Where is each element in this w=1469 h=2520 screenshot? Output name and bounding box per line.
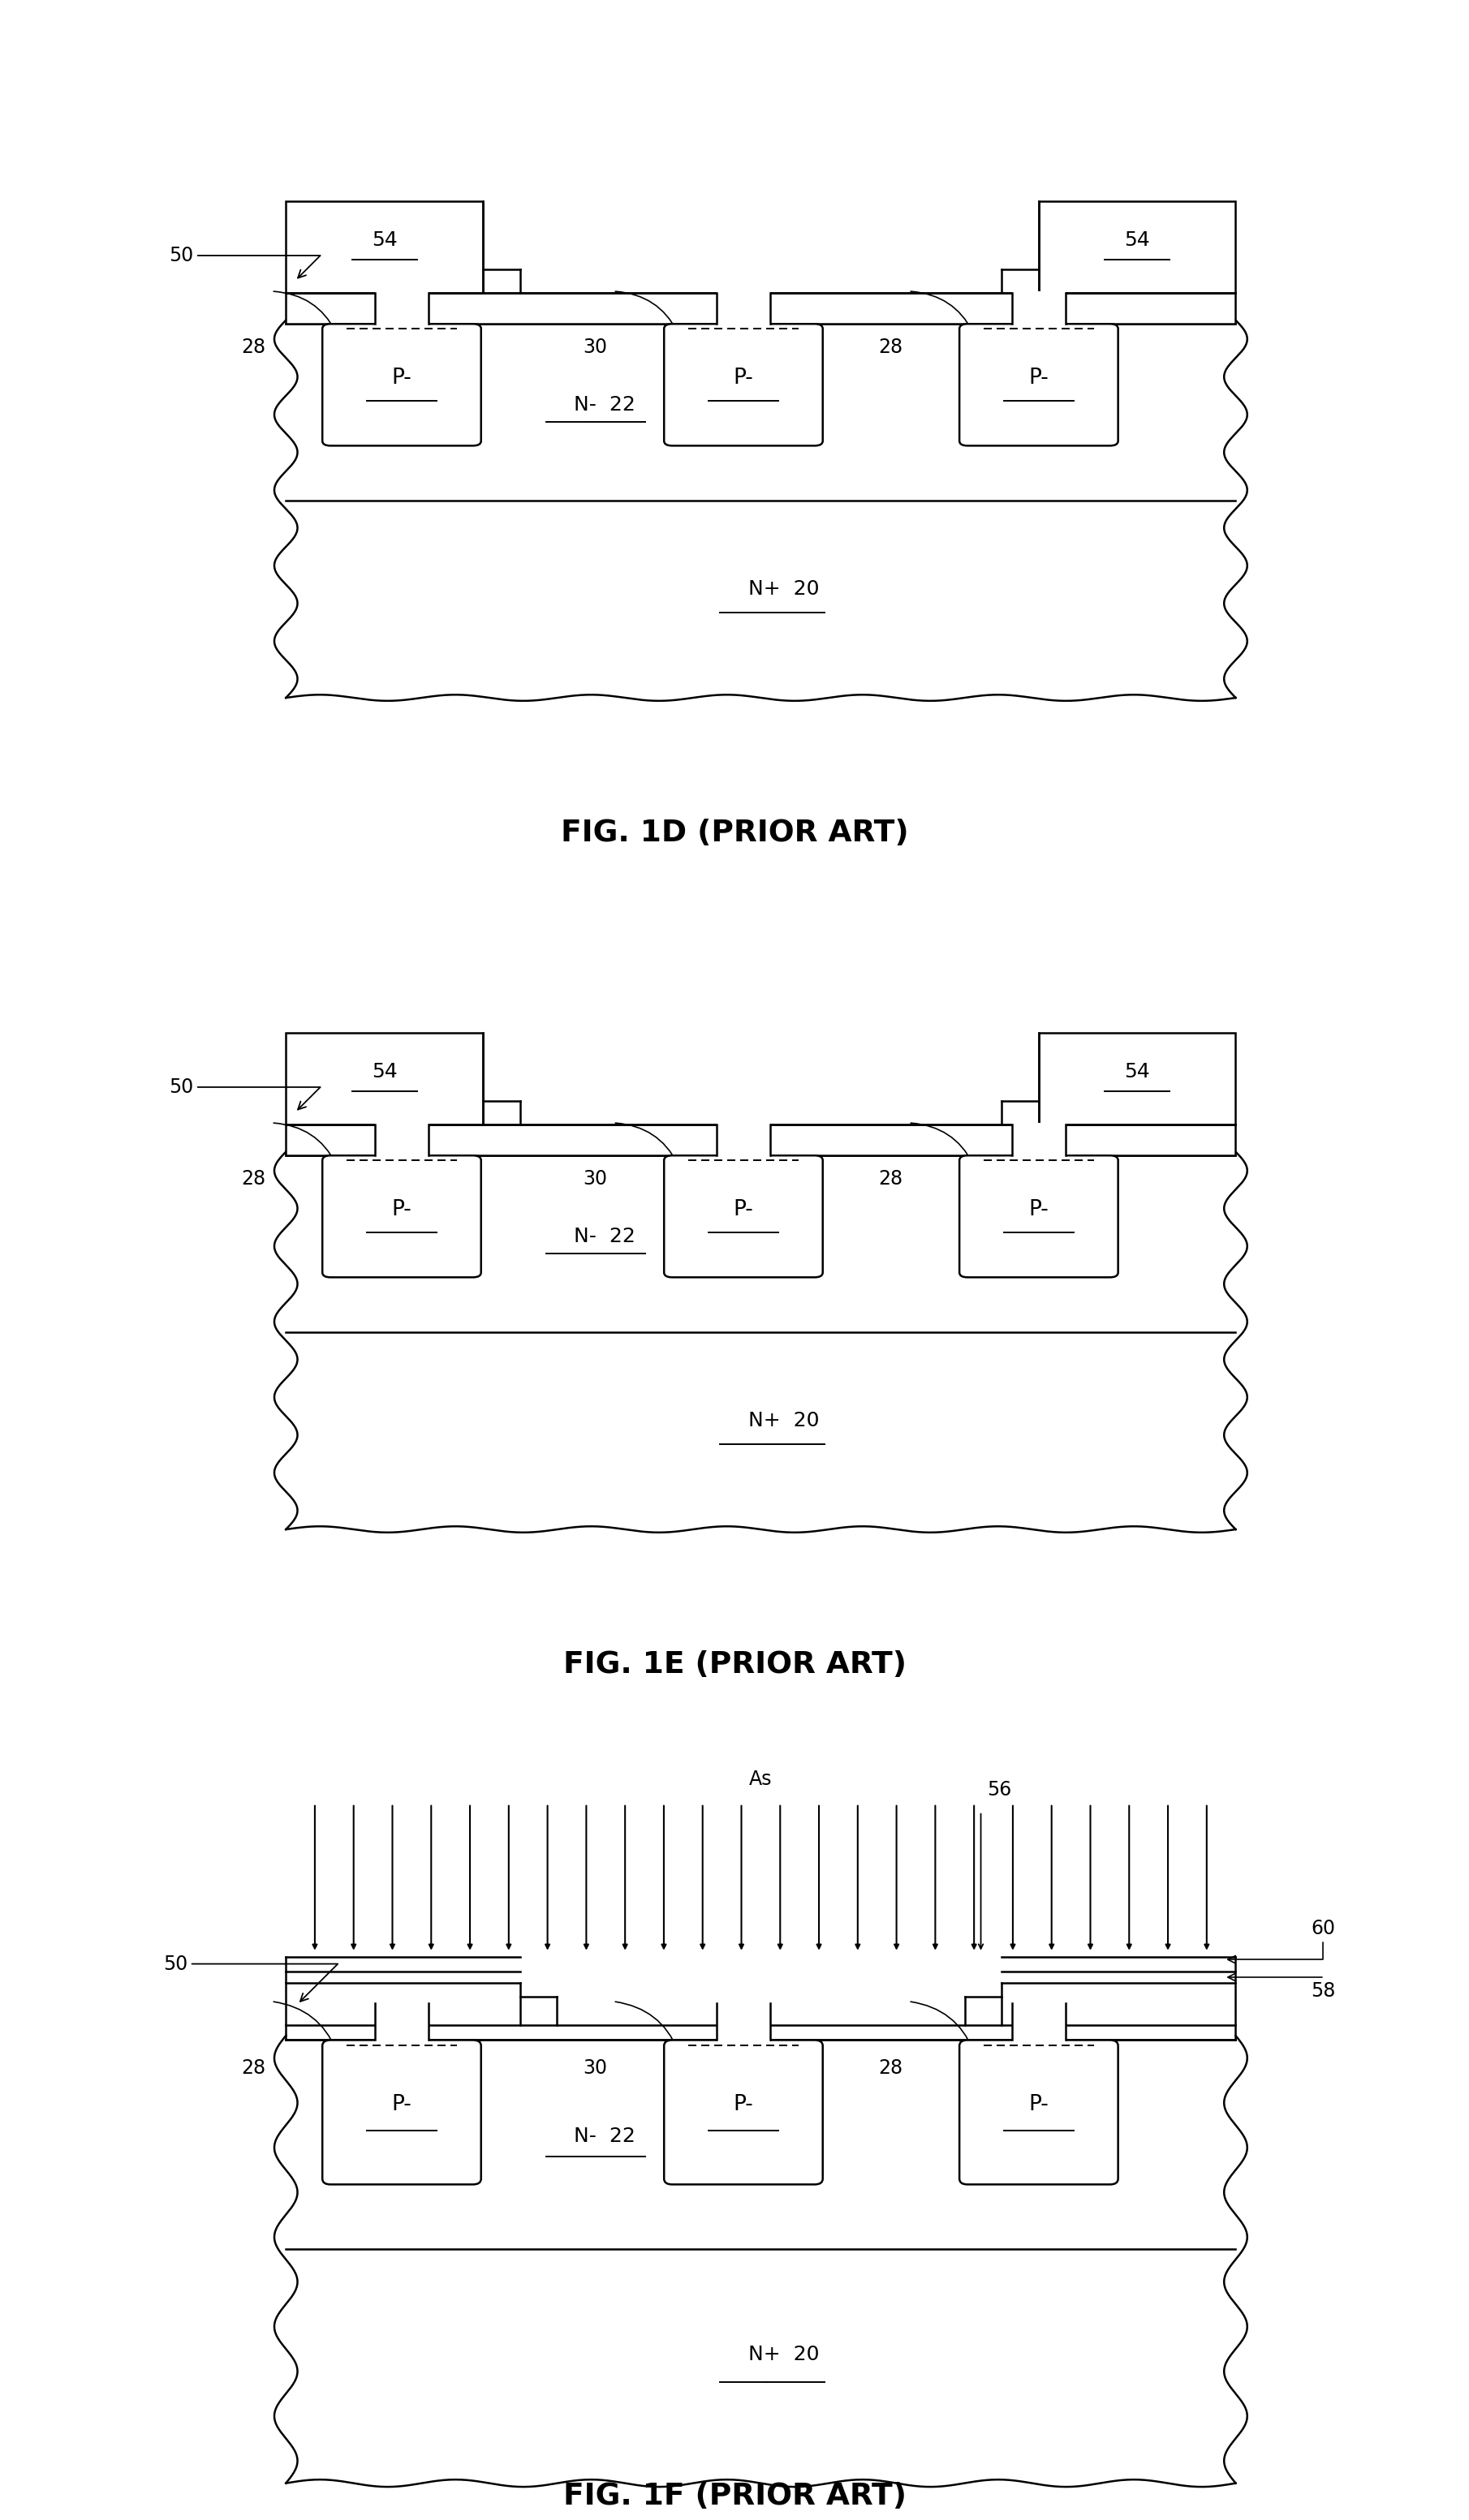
Text: P-: P- [1028, 1200, 1049, 1220]
Text: P-: P- [392, 1200, 411, 1220]
Bar [1039, 1033, 1235, 1124]
Bar [1012, 1121, 1065, 1157]
Text: 50: 50 [169, 1079, 320, 1109]
Bar [375, 290, 429, 325]
Text: P-: P- [733, 368, 754, 388]
Bar [717, 1121, 770, 1157]
Text: 50: 50 [169, 247, 320, 277]
Text: P-: P- [733, 1200, 754, 1220]
Text: 54: 54 [372, 229, 397, 249]
Bar [1012, 2001, 1065, 2041]
Text: FIG. 1E (PRIOR ART): FIG. 1E (PRIOR ART) [563, 1651, 906, 1681]
Text: 60: 60 [1228, 1918, 1335, 1963]
Text: 30: 30 [583, 338, 607, 358]
FancyBboxPatch shape [664, 2041, 823, 2185]
Text: 56: 56 [987, 1779, 1011, 1799]
Text: 50: 50 [163, 1953, 338, 2001]
Text: As: As [749, 1769, 773, 1789]
Text: N-  22: N- 22 [573, 2127, 635, 2147]
Bar [1039, 202, 1235, 292]
Text: 54: 54 [1124, 1061, 1150, 1081]
Text: P-: P- [733, 2094, 754, 2114]
Text: 54: 54 [1124, 229, 1150, 249]
Bar [717, 290, 770, 325]
Bar [286, 202, 483, 292]
Text: P-: P- [392, 368, 411, 388]
Text: N+  20: N+ 20 [748, 2344, 820, 2364]
Text: 28: 28 [878, 2059, 902, 2076]
Bar [286, 292, 1235, 323]
FancyBboxPatch shape [322, 325, 480, 446]
Bar [375, 1121, 429, 1157]
Text: FIG. 1D (PRIOR ART): FIG. 1D (PRIOR ART) [561, 819, 908, 849]
Text: 28: 28 [241, 338, 266, 358]
Text: 28: 28 [241, 2059, 266, 2076]
Bar [375, 2001, 429, 2041]
Bar [717, 2001, 770, 2041]
Text: 28: 28 [878, 338, 902, 358]
Text: 28: 28 [241, 1169, 266, 1189]
FancyBboxPatch shape [959, 325, 1118, 446]
FancyBboxPatch shape [322, 1157, 480, 1278]
Text: P-: P- [392, 2094, 411, 2114]
FancyBboxPatch shape [959, 2041, 1118, 2185]
Text: 30: 30 [583, 2059, 607, 2076]
Text: 30: 30 [583, 1169, 607, 1189]
Text: P-: P- [1028, 2094, 1049, 2114]
Bar [286, 1124, 1235, 1154]
Text: N+  20: N+ 20 [748, 1411, 820, 1431]
FancyBboxPatch shape [664, 325, 823, 446]
FancyBboxPatch shape [664, 1157, 823, 1278]
Bar [1012, 290, 1065, 325]
Bar [286, 1033, 483, 1124]
Text: FIG. 1F (PRIOR ART): FIG. 1F (PRIOR ART) [563, 2482, 906, 2512]
FancyBboxPatch shape [322, 2041, 480, 2185]
Text: 58: 58 [1228, 1973, 1335, 2001]
Text: P-: P- [1028, 368, 1049, 388]
Text: N-  22: N- 22 [573, 1227, 635, 1247]
Text: 28: 28 [878, 1169, 902, 1189]
Text: N+  20: N+ 20 [748, 580, 820, 600]
Text: 54: 54 [372, 1061, 397, 1081]
Text: N-  22: N- 22 [573, 396, 635, 416]
FancyBboxPatch shape [959, 1157, 1118, 1278]
